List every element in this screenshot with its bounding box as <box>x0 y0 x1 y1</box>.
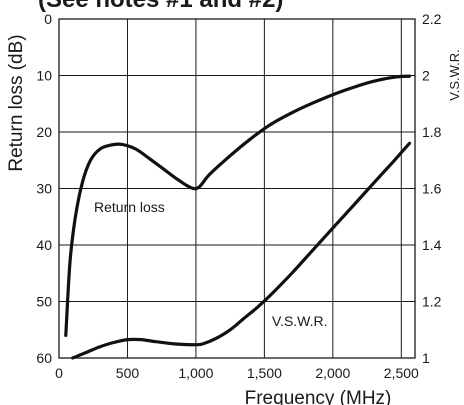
y-tick-label: 50 <box>36 294 52 310</box>
x-tick-label: 2,000 <box>315 365 350 381</box>
y2-tick-label: 1.2 <box>422 294 442 310</box>
x-tick-label: 0 <box>55 365 63 381</box>
y-tick-label: 20 <box>36 124 52 140</box>
y-tick-labels: 0 10 20 30 40 50 60 <box>36 11 52 366</box>
y2-axis-title: V.S.W.R. <box>447 49 462 101</box>
chart-title: (See notes #1 and #2) <box>38 0 283 13</box>
vswr-curve-label: V.S.W.R. <box>272 313 328 329</box>
y-axis-title: Return loss (dB) <box>6 34 27 171</box>
series-layer <box>64 74 412 360</box>
grid-lines <box>59 19 415 358</box>
y2-tick-labels: 2.2 2 1.8 1.6 1.4 1.2 1 <box>422 11 442 366</box>
y2-tick-label: 1.6 <box>422 181 442 197</box>
y2-tick-label: 1.4 <box>422 237 442 253</box>
x-tick-label: 500 <box>116 365 140 381</box>
y2-tick-label: 1 <box>422 350 430 366</box>
return-loss-curve <box>64 74 412 337</box>
return-loss-curve-label: Return loss <box>94 199 165 215</box>
y-tick-label: 60 <box>36 350 52 366</box>
y2-tick-label: 2 <box>422 68 430 84</box>
y-tick-label: 30 <box>36 181 52 197</box>
x-tick-labels: 0 500 1,000 1,500 2,000 2,500 <box>55 365 419 381</box>
x-tick-label: 1,000 <box>178 365 213 381</box>
plot-frame <box>58 18 416 359</box>
y-tick-label: 40 <box>36 237 52 253</box>
y-tick-label: 10 <box>36 68 52 84</box>
y2-tick-label: 2.2 <box>422 11 442 27</box>
x-axis-title: Frequency (MHz) <box>245 388 392 405</box>
y-tick-label: 0 <box>44 11 52 27</box>
x-tick-label: 1,500 <box>247 365 282 381</box>
x-tick-label: 2,500 <box>384 365 419 381</box>
y2-tick-label: 1.8 <box>422 124 442 140</box>
vswr-curve <box>71 141 412 360</box>
